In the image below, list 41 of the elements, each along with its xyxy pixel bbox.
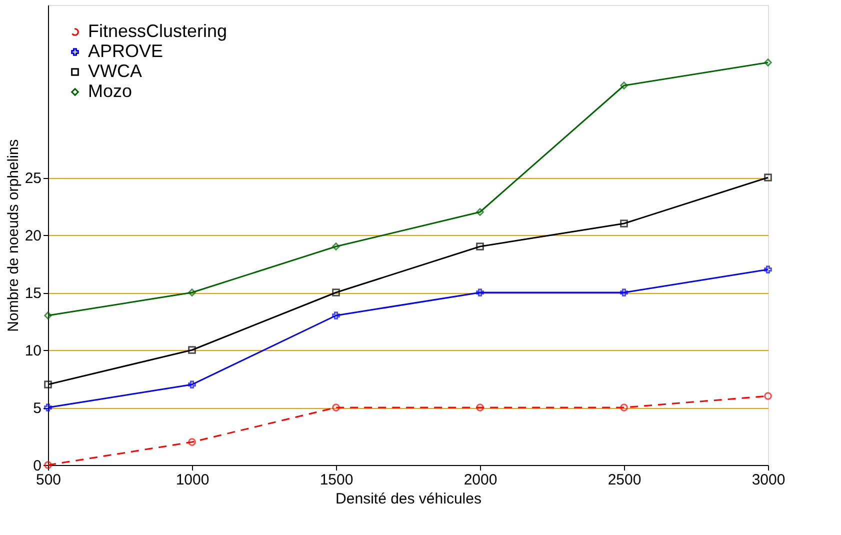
x-axis-title: Densité des véhicules xyxy=(336,490,482,508)
x-tick-label: 1500 xyxy=(320,472,354,488)
x-tick-label: 2500 xyxy=(608,472,642,488)
point xyxy=(44,404,52,412)
y-tick-label: 10 xyxy=(24,342,42,360)
y-tick-label: 25 xyxy=(24,170,42,187)
x-tick-label: 3000 xyxy=(752,472,786,488)
x-tick-label: 500 xyxy=(36,472,62,488)
legend-label: Mozo xyxy=(88,81,132,101)
legend-label: VWCA xyxy=(88,61,142,81)
legend-label: FitnessClustering xyxy=(88,21,228,41)
point xyxy=(764,58,772,66)
y-tick-label: 0 xyxy=(33,458,42,474)
point xyxy=(332,288,340,296)
point xyxy=(188,288,196,296)
legend-label: APROVE xyxy=(88,41,164,61)
point xyxy=(764,174,772,182)
point xyxy=(332,312,340,320)
point xyxy=(188,438,196,446)
y-axis-title: Nombre de noeuds orphelins xyxy=(4,139,22,332)
point xyxy=(188,380,196,388)
point xyxy=(476,404,484,412)
point xyxy=(620,288,628,296)
point xyxy=(764,392,772,400)
point xyxy=(332,404,340,412)
point xyxy=(476,208,484,216)
y-tick-label: 20 xyxy=(24,228,42,244)
point xyxy=(620,82,628,90)
point xyxy=(764,266,772,274)
point xyxy=(476,242,484,250)
point xyxy=(44,380,52,388)
point xyxy=(476,288,484,296)
x-tick-label: 2000 xyxy=(464,472,498,488)
x-tick-label: 1000 xyxy=(176,472,210,488)
point xyxy=(332,242,340,250)
y-tick-label: 5 xyxy=(33,400,42,417)
point xyxy=(188,346,196,354)
point xyxy=(620,404,628,412)
point xyxy=(620,220,628,228)
y-tick-label: 15 xyxy=(24,285,42,302)
point xyxy=(44,312,52,320)
